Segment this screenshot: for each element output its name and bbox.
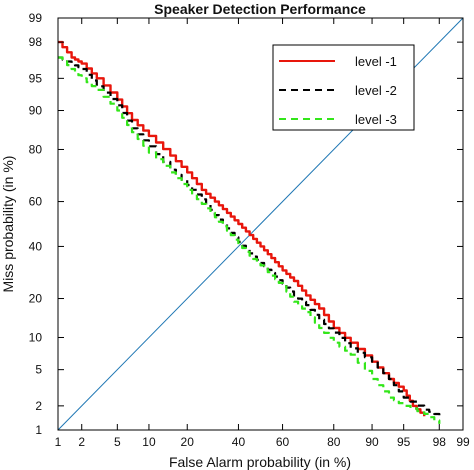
x-tick-label: 99 <box>456 435 470 449</box>
legend-box <box>272 44 415 131</box>
legend-label-3: level -3 <box>355 112 397 127</box>
x-tick-label: 20 <box>181 435 195 449</box>
legend-label-2: level -2 <box>355 83 397 98</box>
tick-layer: 1 2 5 10 20 40 60 80 90 95 98 99 1 2 5 10 20 40 60 80 90 95 98… <box>29 11 470 449</box>
x-tick-label: 95 <box>397 435 411 449</box>
y-tick-label: 95 <box>29 71 43 85</box>
series-line-3 <box>58 56 441 424</box>
x-tick-label: 2 <box>78 435 85 449</box>
y-axis-label: Miss probability (in %) <box>0 156 16 293</box>
y-tick-label: 80 <box>29 142 43 156</box>
y-tick-label: 99 <box>29 11 43 25</box>
x-tick-label: 1 <box>55 435 62 449</box>
x-tick-label: 40 <box>232 435 246 449</box>
y-tick-label: 20 <box>29 292 43 306</box>
plot-frame <box>57 17 464 431</box>
legend-label-1: level -1 <box>355 54 397 69</box>
y-tick-label: 1 <box>35 423 42 437</box>
x-tick-label: 98 <box>433 435 447 449</box>
series-layer <box>58 40 441 424</box>
y-tick-label: 40 <box>29 239 43 253</box>
x-tick-label: 60 <box>276 435 290 449</box>
y-tick-label: 5 <box>35 363 42 377</box>
legend: level -1 level -2 level -3 <box>272 44 415 131</box>
y-tick-label: 90 <box>29 104 43 118</box>
x-axis-label: False Alarm probability (in %) <box>169 454 351 470</box>
x-tick-label: 10 <box>142 435 156 449</box>
x-tick-label: 90 <box>365 435 379 449</box>
y-tick-label: 10 <box>29 330 43 344</box>
y-tick-label: 2 <box>35 399 42 413</box>
legend-entries: level -1 level -2 level -3 <box>279 54 397 127</box>
y-tick-label: 60 <box>29 195 43 209</box>
x-tick-label: 80 <box>327 435 341 449</box>
y-tick-label: 98 <box>29 35 43 49</box>
x-tick-label: 5 <box>114 435 121 449</box>
chart-title: Speaker Detection Performance <box>154 1 366 17</box>
